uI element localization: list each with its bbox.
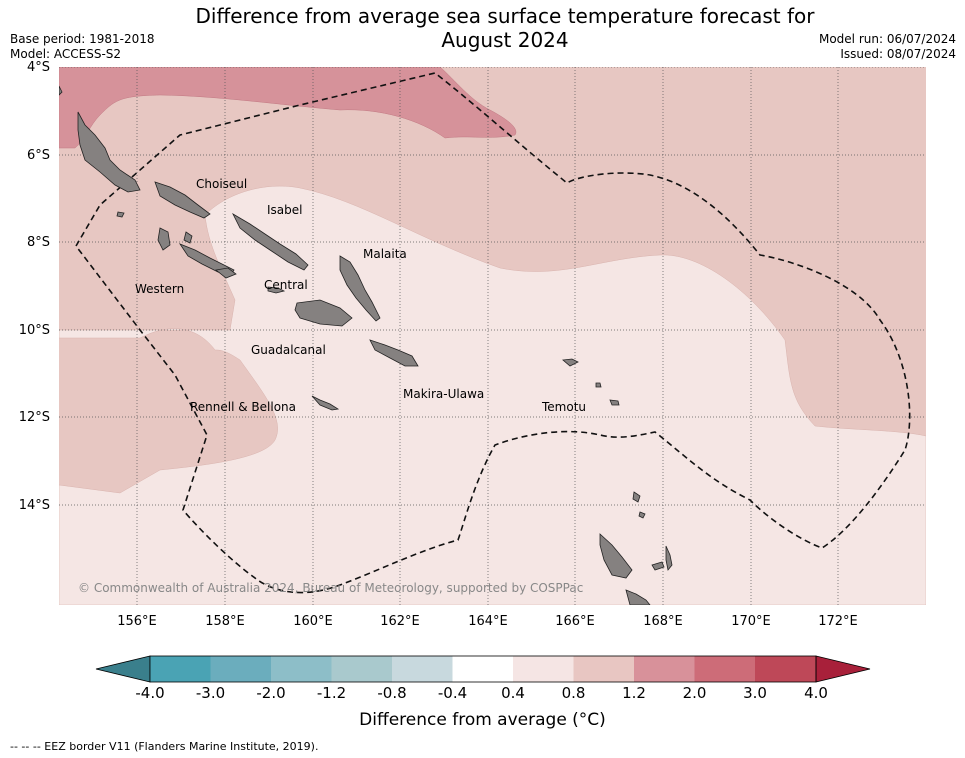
island-makira	[369, 339, 419, 367]
colorbar-segment-3	[271, 656, 332, 682]
colorbar-tick-label: 3.0	[743, 684, 767, 702]
meta-right: Model run: 06/07/2024 Issued: 08/07/2024	[819, 32, 956, 62]
lon-label-156e: 156°E	[117, 614, 157, 629]
island-small-2	[638, 511, 646, 519]
province-label-central: Central	[264, 278, 308, 292]
colorbar-segment-6	[452, 656, 513, 682]
island-kolombangara	[157, 227, 171, 251]
island-shortland	[116, 211, 125, 218]
eez-border	[75, 72, 911, 594]
lon-label-172e: 172°E	[818, 614, 858, 629]
lon-label-158e: 158°E	[205, 614, 245, 629]
lat-label-4s: 4°S	[26, 60, 50, 75]
lon-label-166e: 166°E	[555, 614, 595, 629]
lat-label-6s: 6°S	[26, 148, 50, 163]
island-guadalcanal	[294, 299, 353, 327]
meta-left: Base period: 1981-2018 Model: ACCESS-S2	[10, 32, 155, 62]
colorbar	[95, 655, 871, 683]
colorbar-tick-label: -1.2	[316, 684, 347, 702]
sst-field: © Commonwealth of Australia 2024, Bureau…	[59, 67, 926, 605]
island-vanuatu-a	[625, 589, 651, 605]
colorbar-tick-label: -2.0	[256, 684, 286, 702]
lon-label-170e: 170°E	[731, 614, 771, 629]
island-malaita	[339, 255, 381, 322]
province-label-isabel: Isabel	[267, 203, 302, 217]
islands	[59, 85, 673, 605]
island-espiritu-santo	[599, 533, 633, 579]
lat-label-10s: 10°S	[18, 323, 50, 338]
colorbar-tick-label: -0.4	[437, 684, 468, 702]
colorbar-segment-9	[634, 656, 695, 682]
island-florida	[267, 286, 286, 294]
base-period: Base period: 1981-2018	[10, 32, 155, 46]
province-labels: Choiseul Isabel Malaita Western Central …	[135, 177, 586, 414]
colorbar-outline	[149, 655, 817, 683]
title-line-1: Difference from average sea surface temp…	[195, 4, 815, 28]
colorbar-segment-5	[392, 656, 453, 682]
island-vanuatu-d	[632, 491, 641, 503]
colorbar-tick-label: 1.2	[622, 684, 646, 702]
colorbar-tick-label: 2.0	[682, 684, 707, 702]
island-utupua	[595, 382, 602, 388]
province-label-guadalcanal: Guadalcanal	[251, 343, 326, 357]
issued-date: Issued: 08/07/2024	[840, 47, 956, 61]
island-new-ireland	[59, 85, 63, 96]
province-label-western: Western	[135, 282, 184, 296]
island-vanuatu-b	[651, 561, 665, 571]
province-label-rennell-bellona: Rennell & Bellona	[190, 400, 296, 414]
colorbar-tick-label: 4.0	[804, 684, 828, 702]
island-isabel	[232, 212, 309, 271]
colorbar-tick-label: -3.0	[195, 684, 226, 702]
island-choiseul	[154, 181, 211, 219]
chart-title: Difference from average sea surface temp…	[120, 4, 890, 52]
anomaly-1.2-2.0-region	[59, 67, 517, 149]
province-label-temotu: Temotu	[541, 400, 586, 414]
island-santa-cruz	[562, 358, 579, 367]
eez-footnote: -- -- -- EEZ border V11 (Flanders Marine…	[10, 740, 319, 753]
province-label-choiseul: Choiseul	[196, 177, 247, 191]
colorbar-tick-label: 0.4	[501, 684, 525, 702]
colorbar-extend-high	[815, 655, 871, 683]
province-label-malaita: Malaita	[363, 247, 407, 261]
colorbar-segment-8	[573, 656, 634, 682]
island-vella	[183, 231, 193, 244]
island-bougainville	[77, 111, 141, 193]
colorbar-segment-11	[755, 656, 816, 682]
model-run: Model run: 06/07/2024	[818, 32, 956, 46]
island-rennell	[311, 395, 340, 411]
colorbar-segment-2	[210, 656, 271, 682]
island-small-1	[215, 267, 237, 279]
colorbar-tick-label: -0.8	[377, 684, 407, 702]
colorbar-tick-label: 0.8	[561, 684, 586, 702]
island-vanikoro	[609, 399, 620, 406]
island-vanuatu-c	[665, 545, 673, 571]
colorbar-segment-4	[331, 656, 392, 682]
lat-label-8s: 8°S	[26, 235, 50, 250]
colorbar-segment-10	[694, 656, 755, 682]
colorbar-tick-label: -4.0	[135, 684, 165, 702]
lat-label-12s: 12°S	[18, 410, 50, 425]
colorbar-segment-7	[513, 656, 574, 682]
copyright-text: © Commonwealth of Australia 2024, Bureau…	[78, 581, 583, 595]
lon-label-164e: 164°E	[468, 614, 508, 629]
lat-gridlines	[59, 67, 926, 506]
province-label-makira-ulawa: Makira-Ulawa	[403, 387, 484, 401]
lon-label-162e: 162°E	[380, 614, 420, 629]
colorbar-title: Difference from average (°C)	[359, 710, 606, 730]
colorbar-segment-1	[150, 656, 211, 682]
colorbar-extend-low	[95, 655, 151, 683]
model-name: Model: ACCESS-S2	[10, 47, 122, 61]
lon-label-168e: 168°E	[643, 614, 683, 629]
title-line-2: August 2024	[441, 28, 569, 52]
lon-label-160e: 160°E	[293, 614, 333, 629]
lat-label-14s: 14°S	[18, 498, 50, 513]
